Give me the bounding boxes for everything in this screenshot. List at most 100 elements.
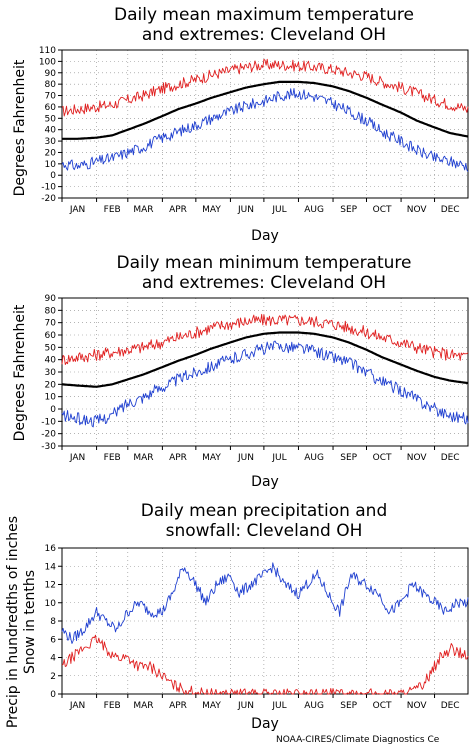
y-tick-label: 80 xyxy=(45,306,57,316)
panel-max-temperature: Daily mean maximum temperature and extre… xyxy=(12,5,469,244)
panel2-title-line2: and extremes: Cleveland OH xyxy=(142,273,386,293)
x-tick-label: JUN xyxy=(237,205,254,215)
panel1-x-axis-label: Day xyxy=(251,228,279,244)
y-tick-label: 10 xyxy=(45,160,57,170)
panel3-title-line1: Daily mean precipitation and xyxy=(141,501,388,521)
x-tick-label: NOV xyxy=(407,453,428,463)
series-line xyxy=(61,313,469,366)
y-tick-label: 50 xyxy=(45,114,57,124)
series-line xyxy=(61,58,469,117)
x-tick-label: MAY xyxy=(202,701,221,711)
x-tick-label: JAN xyxy=(69,701,85,711)
y-tick-label: 40 xyxy=(45,356,57,366)
y-tick-label: 110 xyxy=(39,46,56,56)
x-tick-label: AUG xyxy=(304,701,324,711)
x-tick-label: JUL xyxy=(271,453,286,463)
y-tick-label: 0 xyxy=(50,690,56,700)
x-tick-label: JUL xyxy=(271,701,286,711)
panel2-x-axis-label: Day xyxy=(251,474,279,490)
y-tick-label: 30 xyxy=(45,368,57,378)
y-tick-label: 6 xyxy=(50,635,56,645)
y-tick-label: 20 xyxy=(45,380,57,390)
x-tick-label: APR xyxy=(169,205,187,215)
x-tick-label: NOV xyxy=(407,205,428,215)
y-tick-label: 60 xyxy=(45,103,57,113)
x-tick-label: AUG xyxy=(304,205,324,215)
panel1-y-axis-label: Degrees Fahrenheit xyxy=(12,59,28,196)
series-line xyxy=(61,562,469,644)
x-tick-label: SEP xyxy=(340,205,357,215)
panel3-x-axis-label: Day xyxy=(251,716,279,732)
y-tick-label: 70 xyxy=(45,319,57,329)
series-line xyxy=(61,80,469,140)
y-tick-label: 14 xyxy=(45,562,57,572)
x-tick-label: DEC xyxy=(441,205,460,215)
y-tick-label: -10 xyxy=(41,417,56,427)
y-tick-label: 8 xyxy=(50,617,56,627)
x-tick-label: MAR xyxy=(133,453,153,463)
x-tick-label: OCT xyxy=(373,205,392,215)
y-tick-label: 0 xyxy=(50,171,56,181)
y-tick-label: 40 xyxy=(45,126,57,136)
y-tick-label: 60 xyxy=(45,331,57,341)
panel3-title-line2: snowfall: Cleveland OH xyxy=(166,521,363,541)
panel2-title-line1: Daily mean minimum temperature xyxy=(117,253,412,273)
y-tick-label: 4 xyxy=(50,654,56,664)
y-tick-label: 20 xyxy=(45,148,57,158)
plot-frame xyxy=(61,49,469,199)
panel1-title-line1: Daily mean maximum temperature xyxy=(114,5,414,25)
y-tick-label: 10 xyxy=(45,599,57,609)
x-tick-label: AUG xyxy=(304,453,324,463)
y-tick-label: -20 xyxy=(41,194,56,204)
x-tick-label: JAN xyxy=(69,205,85,215)
x-tick-label: SEP xyxy=(340,701,357,711)
x-tick-label: JAN xyxy=(69,453,85,463)
y-tick-label: -10 xyxy=(41,183,56,193)
series-line xyxy=(61,331,469,388)
x-tick-label: FEB xyxy=(104,701,121,711)
series-line xyxy=(61,340,469,428)
y-tick-label: -20 xyxy=(41,430,56,440)
x-tick-label: OCT xyxy=(373,701,392,711)
credit-text: NOAA-CIRES/Climate Diagnostics Ce xyxy=(276,735,440,745)
x-tick-label: MAR xyxy=(133,701,153,711)
panel3-y-axis-label-line1: Precip in hundredths of inches xyxy=(5,516,21,728)
y-tick-label: -30 xyxy=(41,442,56,452)
y-tick-label: 10 xyxy=(45,393,57,403)
y-tick-label: 50 xyxy=(45,343,57,353)
y-tick-label: 16 xyxy=(45,544,57,554)
x-tick-label: MAR xyxy=(133,205,153,215)
x-tick-label: MAY xyxy=(202,453,221,463)
x-tick-label: FEB xyxy=(104,453,121,463)
y-tick-label: 0 xyxy=(50,405,56,415)
x-tick-label: OCT xyxy=(373,453,392,463)
panel1-title-line2: and extremes: Cleveland OH xyxy=(142,25,386,45)
panel3-y-axis-label-line2: Snow in tenths xyxy=(22,570,38,674)
y-tick-label: 90 xyxy=(45,69,57,79)
y-tick-label: 12 xyxy=(45,581,56,591)
plot-frame xyxy=(61,297,469,447)
x-tick-label: NOV xyxy=(407,701,428,711)
series-line xyxy=(61,88,469,172)
y-tick-label: 100 xyxy=(39,57,56,67)
y-tick-label: 80 xyxy=(45,80,57,90)
panel-precipitation: Daily mean precipitation and snowfall: C… xyxy=(5,501,469,732)
x-tick-label: MAY xyxy=(202,205,221,215)
panel2-y-axis-label: Degrees Fahrenheit xyxy=(12,304,28,441)
x-tick-label: SEP xyxy=(340,453,357,463)
x-tick-label: JUL xyxy=(271,205,286,215)
x-tick-label: JUN xyxy=(237,453,254,463)
x-tick-label: JUN xyxy=(237,701,254,711)
y-tick-label: 70 xyxy=(45,92,57,102)
plot-frame xyxy=(61,547,469,695)
x-tick-label: APR xyxy=(169,701,187,711)
x-tick-label: DEC xyxy=(441,453,460,463)
panel-min-temperature: Daily mean minimum temperature and extre… xyxy=(12,253,469,490)
y-tick-label: 90 xyxy=(45,294,57,304)
panel3-plot-area: 0 2 4 6 8 10 12 14 16 JAN FEB MAR APR MAY JUN JUL AUG SEP… xyxy=(45,544,469,711)
y-tick-label: 30 xyxy=(45,137,57,147)
panel2-plot-area: -30 -20 -10 0 10 20 30 40 50 60 70 80 90 JAN FEB MAR APR… xyxy=(41,294,469,463)
x-tick-label: DEC xyxy=(441,701,460,711)
